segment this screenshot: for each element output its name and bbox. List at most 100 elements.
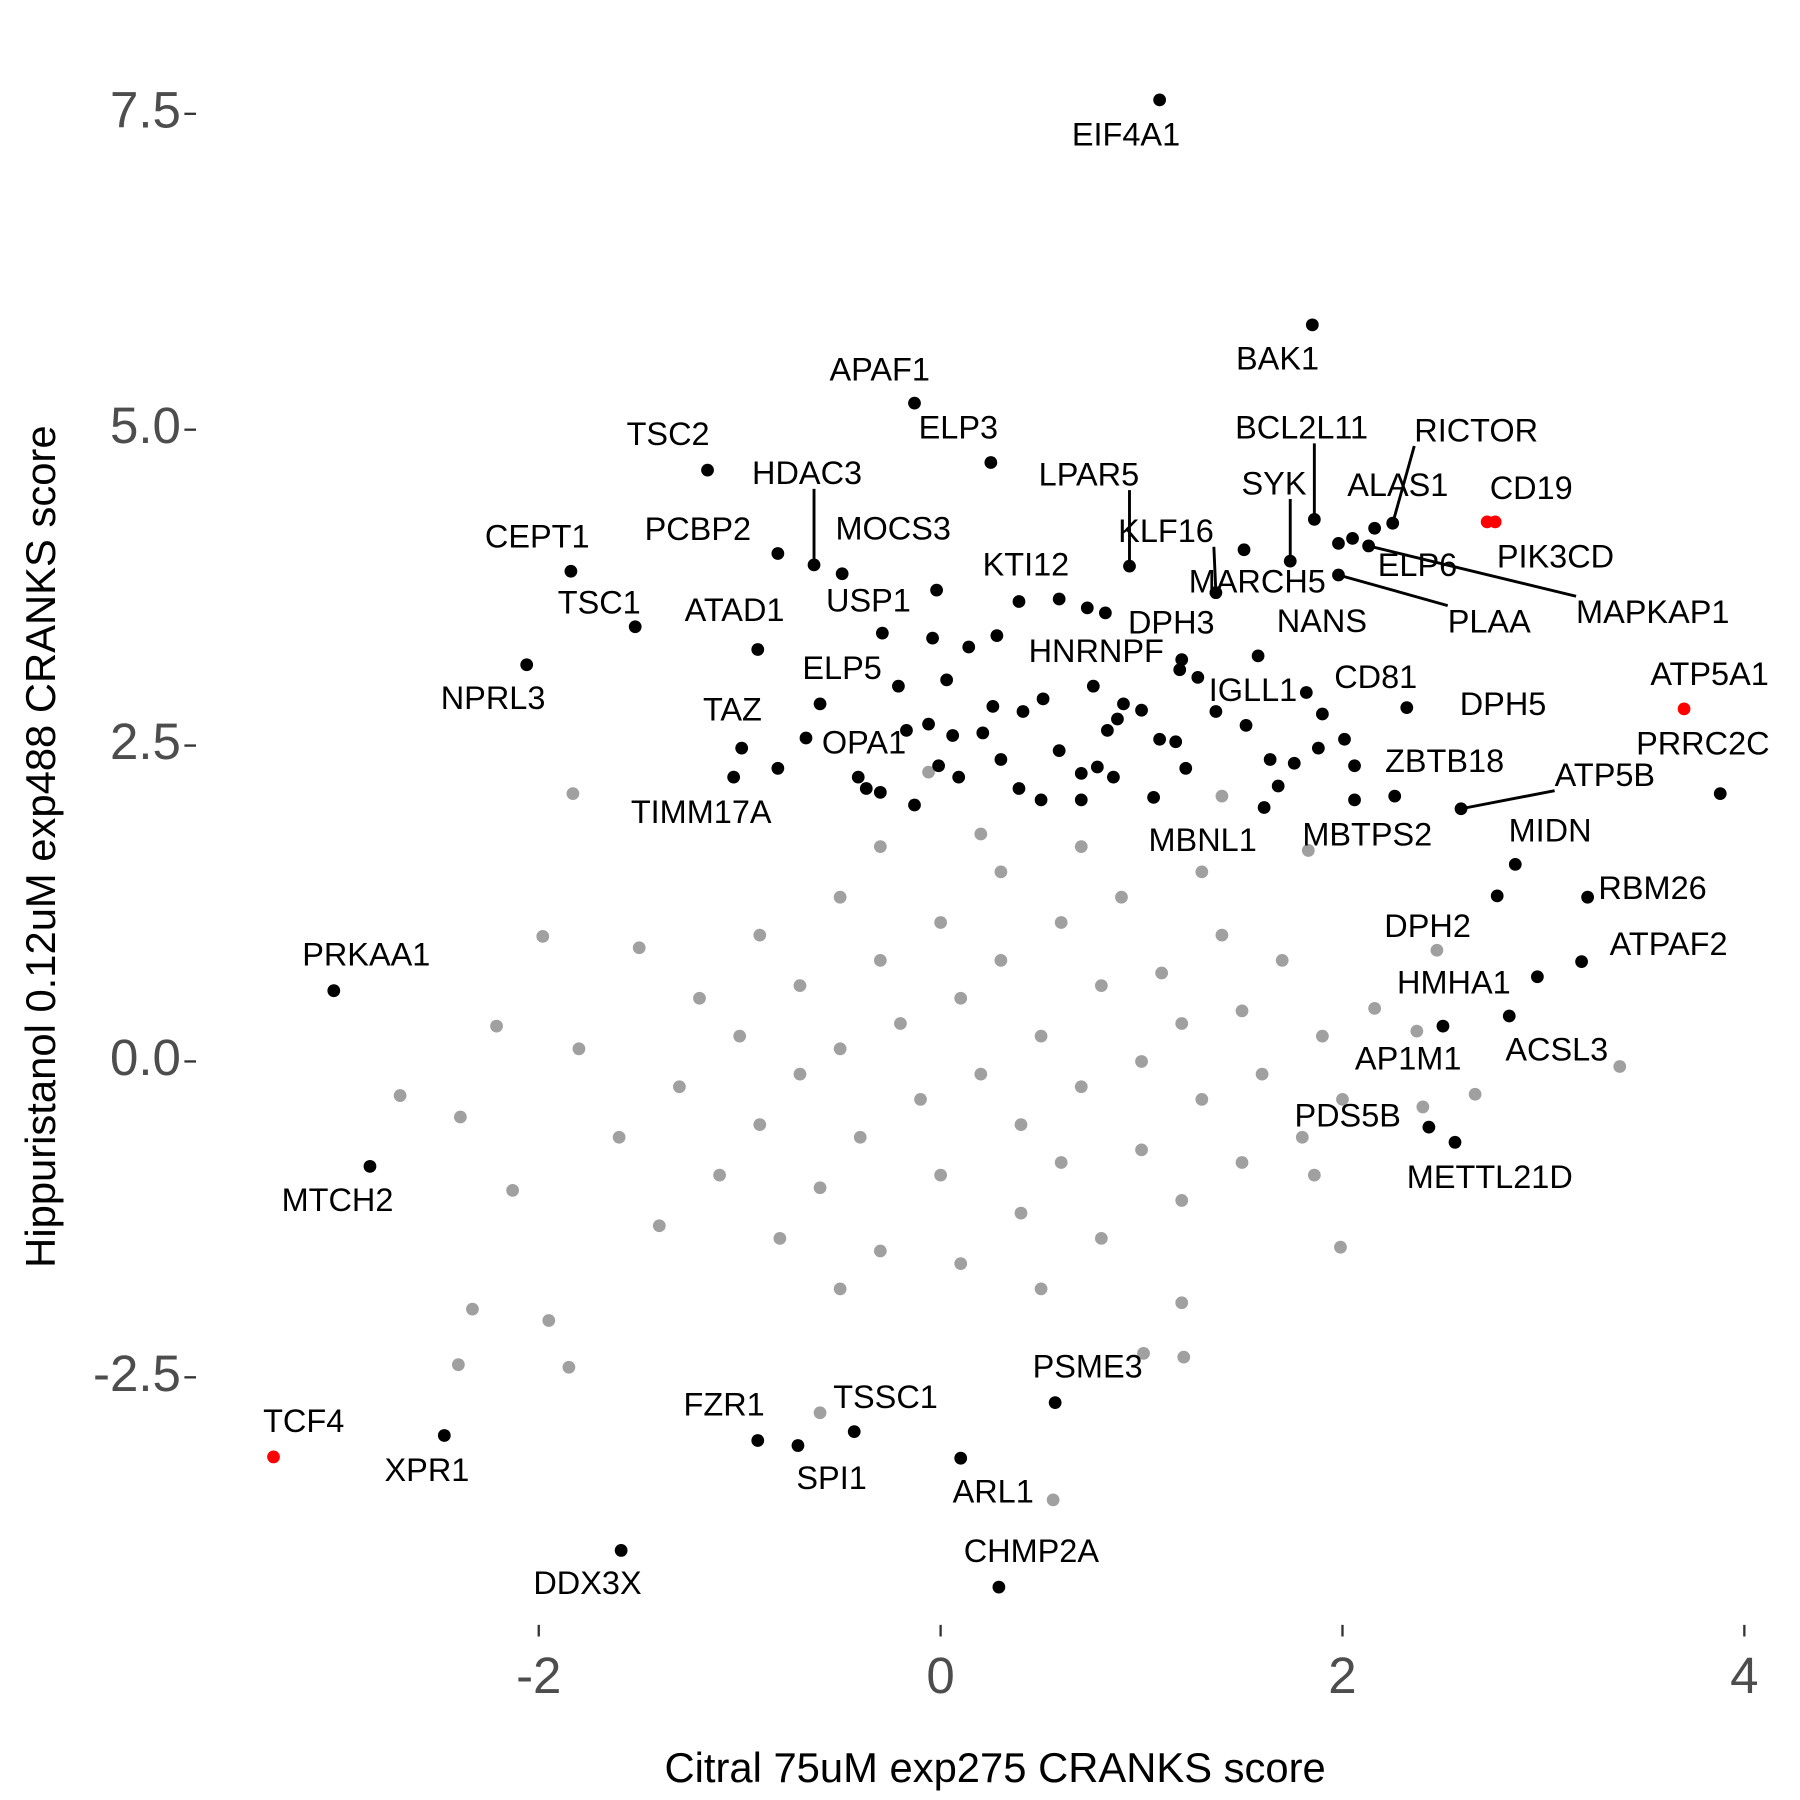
point <box>1307 1168 1321 1182</box>
point <box>974 1067 988 1081</box>
point <box>1101 724 1114 737</box>
point <box>984 456 998 469</box>
point <box>833 890 847 904</box>
point-label: BCL2L11 <box>1235 410 1368 446</box>
point <box>727 770 741 784</box>
point <box>1175 1017 1189 1030</box>
point <box>771 547 785 560</box>
point-label: TSSC1 <box>833 1379 938 1415</box>
point <box>562 1360 576 1374</box>
point <box>813 697 827 711</box>
point <box>1301 844 1315 857</box>
point-label: PCBP2 <box>645 511 751 547</box>
point <box>1036 692 1050 706</box>
point <box>914 1092 927 1106</box>
point <box>940 673 954 687</box>
point-label: ATP5A1 <box>1650 656 1769 692</box>
point <box>1209 586 1223 600</box>
point <box>1016 705 1030 718</box>
point <box>693 991 706 1005</box>
point <box>1094 979 1108 993</box>
point <box>1115 890 1128 904</box>
point <box>1287 756 1301 770</box>
point-label: TIMM17A <box>631 794 772 830</box>
point <box>451 1358 465 1372</box>
point <box>1235 1156 1249 1169</box>
point <box>1237 543 1251 557</box>
point <box>1348 759 1361 773</box>
point-label: XPR1 <box>385 1452 470 1488</box>
point-label: HMHA1 <box>1397 964 1511 1000</box>
point <box>1416 1100 1430 1114</box>
point-label: ATP5B <box>1555 757 1655 793</box>
point <box>1153 93 1167 107</box>
point <box>1195 1092 1209 1106</box>
point-label: KLF16 <box>1118 513 1214 549</box>
point <box>793 1067 807 1081</box>
point-label: MAPKAP1 <box>1576 594 1729 630</box>
point <box>1468 1087 1482 1101</box>
point <box>1305 318 1319 332</box>
y-tick-label: 5.0 <box>110 397 181 454</box>
point <box>994 753 1008 766</box>
point <box>946 729 960 742</box>
point <box>1334 1240 1347 1254</box>
point-label: ATAD1 <box>685 592 785 628</box>
point <box>1677 702 1691 716</box>
point <box>267 1450 280 1464</box>
point-label: TCF4 <box>263 1403 344 1439</box>
point <box>934 1168 947 1182</box>
point <box>632 941 646 955</box>
point <box>1054 916 1068 929</box>
point <box>1255 1067 1269 1081</box>
point <box>327 984 341 998</box>
point <box>892 679 905 693</box>
point <box>974 827 988 841</box>
point <box>851 770 865 784</box>
point <box>1074 1080 1088 1094</box>
point <box>773 1231 787 1245</box>
point <box>1135 703 1148 717</box>
point <box>1311 741 1325 755</box>
point <box>1422 1120 1436 1134</box>
point-label: KTI12 <box>983 546 1070 582</box>
point-label: DPH2 <box>1384 908 1471 944</box>
point <box>1173 663 1187 677</box>
point <box>922 717 935 731</box>
point <box>1316 707 1329 721</box>
point <box>1436 1019 1450 1033</box>
point <box>962 640 976 654</box>
point <box>1169 735 1183 749</box>
point-label: CHMP2A <box>964 1533 1100 1569</box>
point <box>363 1159 377 1173</box>
x-tick-label: 4 <box>1730 1647 1758 1704</box>
point <box>1581 890 1594 904</box>
leader-line <box>1368 544 1577 598</box>
point-label: BAK1 <box>1236 340 1319 376</box>
point-label: CD81 <box>1334 659 1417 695</box>
point-label: PRRC2C <box>1636 726 1770 762</box>
point-label: MARCH5 <box>1189 564 1326 600</box>
point <box>1046 1493 1060 1507</box>
point-label: DDX3X <box>533 1565 641 1601</box>
point <box>1257 801 1271 814</box>
point <box>1488 515 1502 529</box>
point <box>1271 779 1285 793</box>
point-label: DPH3 <box>1128 604 1215 640</box>
point <box>1177 1350 1191 1364</box>
point-label: ELP3 <box>919 410 998 446</box>
point <box>900 724 913 737</box>
point <box>1275 953 1289 967</box>
point <box>990 629 1004 643</box>
point <box>908 798 921 812</box>
point <box>922 765 935 779</box>
point <box>1107 770 1120 784</box>
point-label: TAZ <box>703 692 762 728</box>
point <box>1080 601 1094 615</box>
point <box>542 1314 556 1327</box>
point <box>1613 1060 1627 1073</box>
point <box>835 567 849 581</box>
point <box>393 1089 407 1102</box>
leader-line <box>1212 546 1218 593</box>
